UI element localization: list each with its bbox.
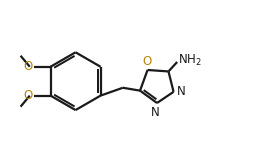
Text: O: O: [23, 60, 33, 73]
Text: O: O: [23, 89, 33, 102]
Text: N: N: [151, 106, 160, 119]
Text: O: O: [142, 55, 151, 68]
Text: NH$_2$: NH$_2$: [178, 53, 202, 68]
Text: N: N: [177, 85, 186, 98]
